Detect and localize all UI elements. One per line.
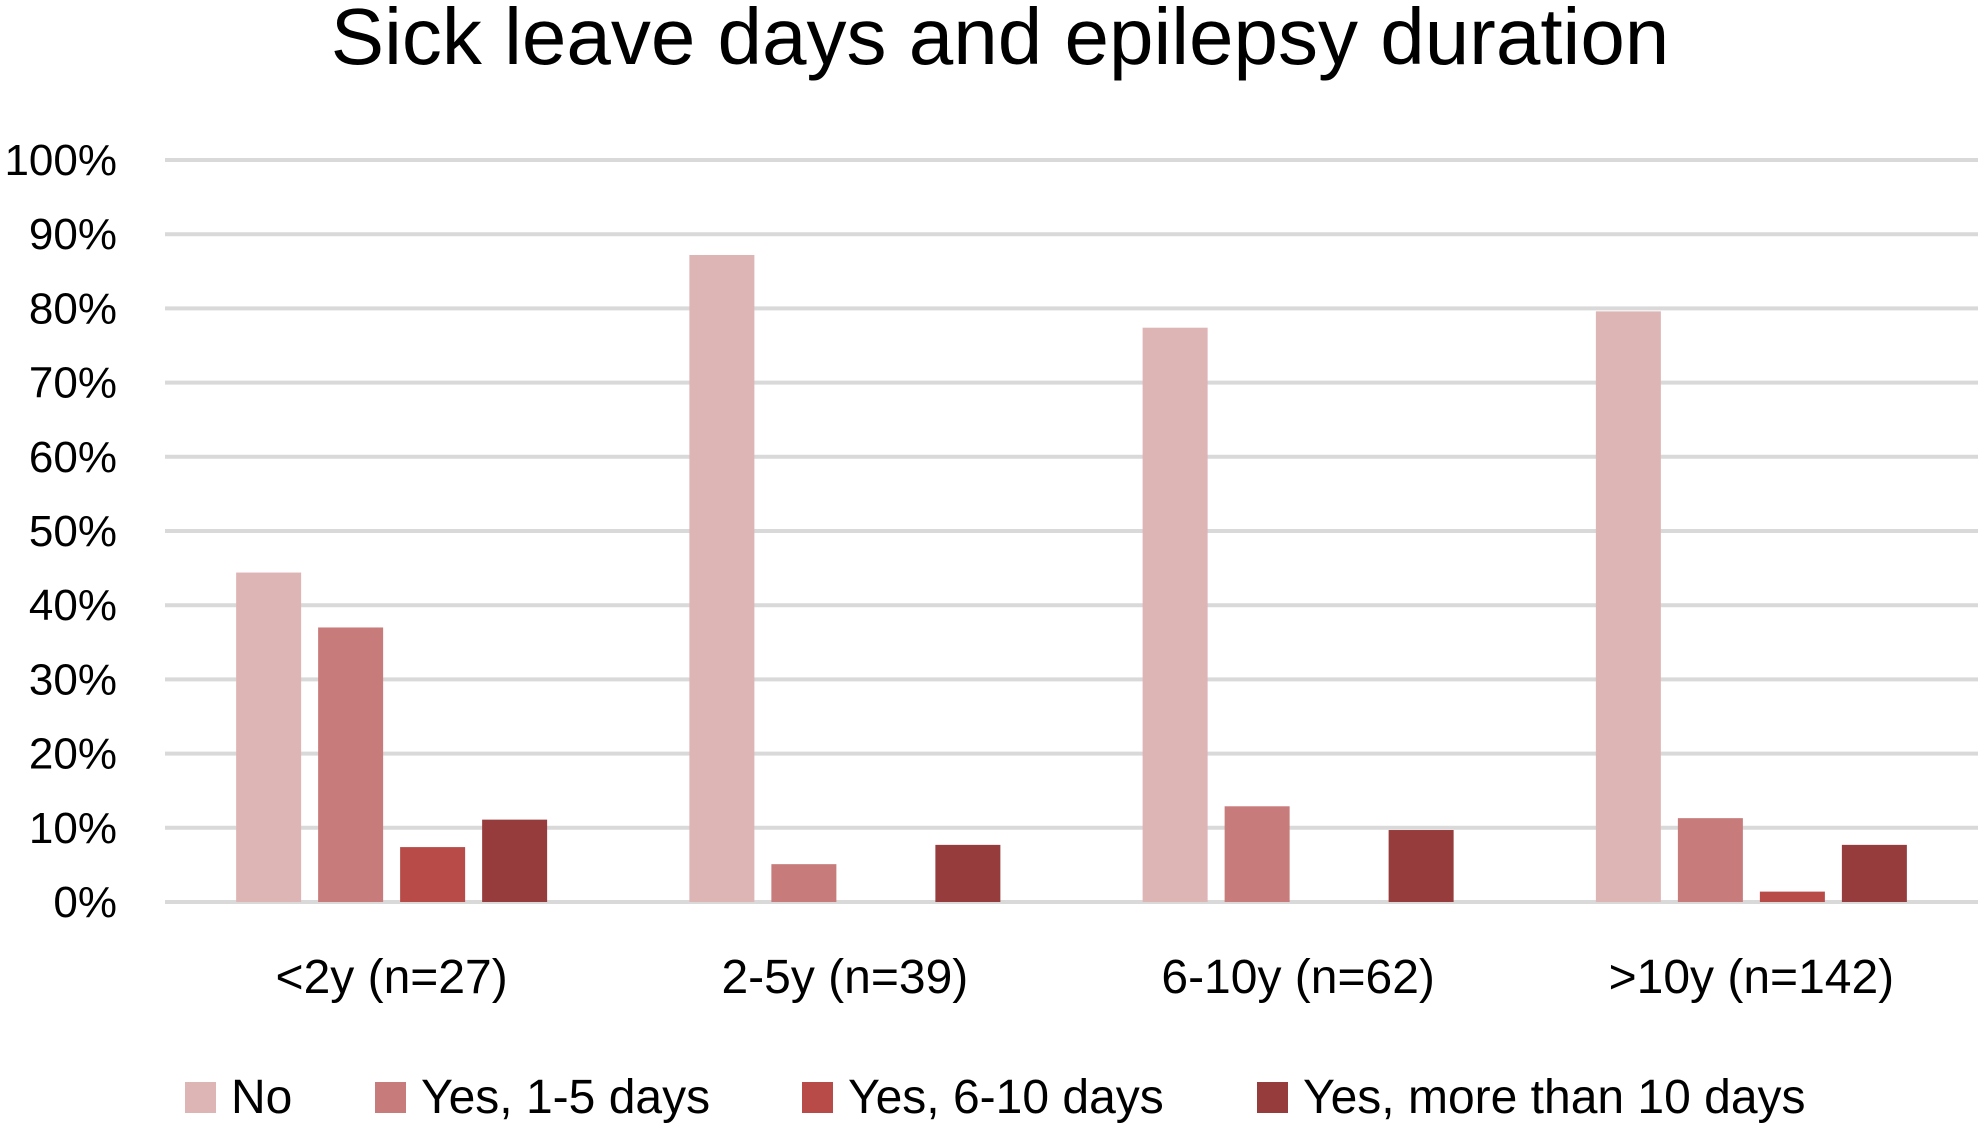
bar: [400, 847, 466, 902]
y-tick-label: 70%: [29, 359, 117, 408]
y-tick-label: 0%: [53, 878, 117, 927]
bar: [935, 844, 1001, 902]
legend-label: Yes, more than 10 days: [1303, 1071, 1806, 1124]
y-tick-label: 20%: [29, 730, 117, 779]
legend-swatch: [802, 1082, 833, 1113]
legend-swatch: [1257, 1082, 1288, 1113]
bar: [1142, 327, 1208, 902]
bar: [318, 627, 384, 902]
bar: [1595, 311, 1661, 902]
bar: [482, 819, 548, 902]
y-tick-label: 100%: [4, 136, 117, 185]
y-tick-label: 90%: [29, 210, 117, 259]
bar: [236, 572, 302, 902]
bar: [771, 864, 837, 902]
y-tick-label: 40%: [29, 581, 117, 630]
legend-label: No: [231, 1071, 292, 1124]
bar: [1759, 891, 1825, 902]
x-axis-categories: <2y (n=27) 2-5y (n=39) 6-10y (n=62) >10y (n…: [276, 951, 1895, 1004]
y-tick-label: 30%: [29, 655, 117, 704]
x-category-label: <2y (n=27): [276, 951, 508, 1004]
legend-swatch: [185, 1082, 216, 1113]
legend-label: Yes, 6-10 days: [848, 1071, 1164, 1124]
gridlines: [165, 158, 1978, 904]
legend: No Yes, 1-5 days Yes, 6-10 days Yes, more t…: [185, 1071, 1806, 1124]
x-category-label: >10y (n=142): [1609, 951, 1895, 1004]
chart-title: Sick leave days and epilepsy duration: [331, 0, 1670, 81]
x-category-label: 6-10y (n=62): [1161, 951, 1435, 1004]
bar: [1841, 844, 1907, 902]
bar: [1224, 806, 1290, 902]
y-tick-label: 80%: [29, 284, 117, 333]
y-tick-label: 50%: [29, 507, 117, 556]
y-axis-ticks: 0% 10% 20% 30% 40% 50% 60% 70% 80% 90% 100%: [4, 136, 117, 927]
bars: [236, 254, 1907, 902]
legend-swatch: [375, 1082, 406, 1113]
bar: [1388, 830, 1454, 902]
bar: [689, 254, 755, 902]
y-tick-label: 10%: [29, 804, 117, 853]
bar: [1677, 818, 1743, 902]
x-category-label: 2-5y (n=39): [721, 951, 968, 1004]
legend-label: Yes, 1-5 days: [421, 1071, 710, 1124]
y-tick-label: 60%: [29, 433, 117, 482]
